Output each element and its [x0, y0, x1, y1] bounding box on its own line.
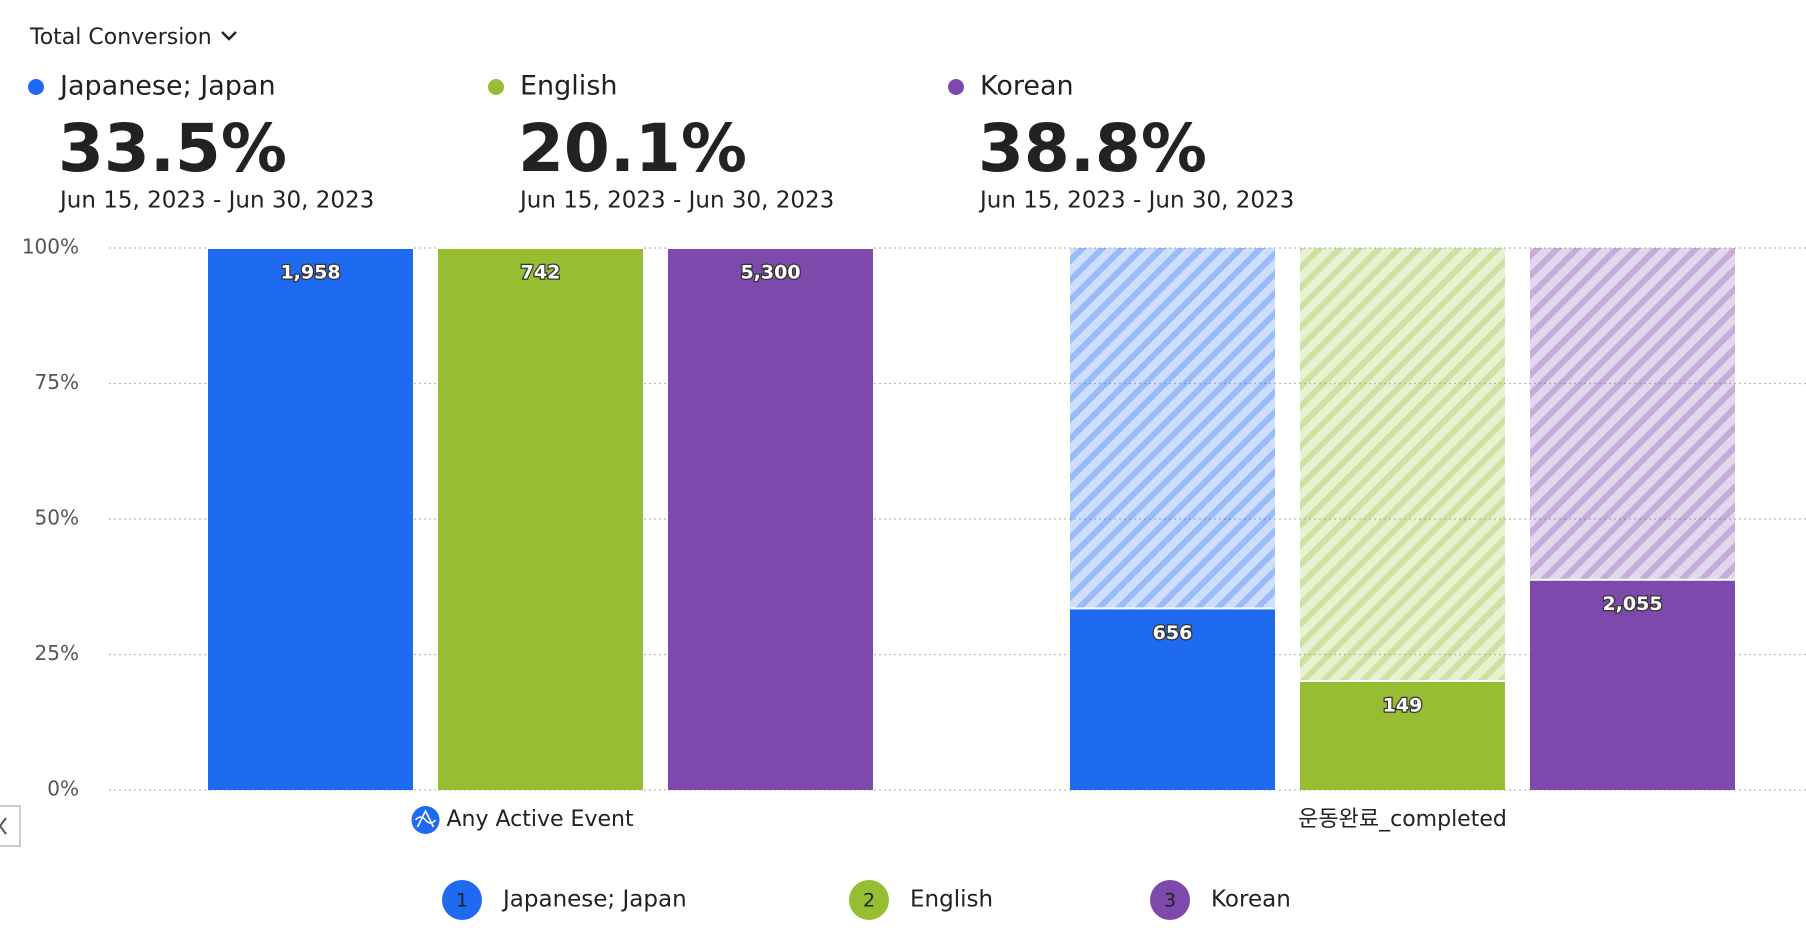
legend-badge: [442, 880, 482, 920]
dropdown-chevron[interactable]: [221, 31, 237, 41]
bar: [668, 248, 873, 790]
dropoff-area: [1300, 248, 1505, 682]
event-icon-glyph: [414, 809, 437, 828]
count-label: 2,055: [1602, 593, 1662, 615]
series-name: English: [520, 71, 618, 102]
conversion-rate: 38.8%: [978, 110, 1207, 187]
conversion-rate: 33.5%: [58, 110, 287, 187]
count-label: 1,958: [280, 262, 340, 284]
bar: [1070, 608, 1275, 790]
legend-number: 3: [1164, 890, 1176, 912]
dropdown-title[interactable]: Total Conversion: [29, 25, 212, 50]
collapse-icon: [0, 817, 7, 835]
legend-label: Korean: [1211, 887, 1291, 913]
count-label: 656: [1153, 622, 1193, 644]
legend-dot: [488, 79, 504, 95]
conversion-rate: 20.1%: [518, 110, 747, 187]
legend-badge: [849, 880, 889, 920]
bar: [208, 248, 413, 790]
count-label: 5,300: [740, 262, 800, 284]
legend-label: Japanese; Japan: [501, 887, 687, 913]
date-range: Jun 15, 2023 - Jun 30, 2023: [518, 188, 834, 214]
y-tick-label: 0%: [47, 777, 79, 801]
y-tick-label: 75%: [35, 370, 79, 394]
collapse-button[interactable]: [0, 805, 21, 847]
x-tick-label: Any Active Event: [447, 807, 634, 832]
legend-badge: [1150, 880, 1190, 920]
dropoff-area: [1070, 248, 1275, 609]
bar: [1300, 681, 1505, 790]
y-tick-label: 50%: [35, 506, 79, 530]
date-range: Jun 15, 2023 - Jun 30, 2023: [58, 188, 374, 214]
count-label: 149: [1383, 695, 1423, 717]
x-tick-label: 운동완료_completed: [1298, 807, 1507, 832]
series-name: Korean: [980, 71, 1074, 102]
y-tick-label: 100%: [22, 235, 79, 259]
y-tick-label: 25%: [35, 641, 79, 665]
legend-number: 1: [456, 890, 468, 912]
series-name: Japanese; Japan: [58, 71, 276, 102]
dropoff-area: [1530, 248, 1735, 580]
bar: [438, 248, 643, 790]
legend-number: 2: [863, 890, 875, 912]
legend-label: English: [910, 887, 993, 913]
legend-dot: [28, 79, 44, 95]
count-label: 742: [521, 262, 561, 284]
date-range: Jun 15, 2023 - Jun 30, 2023: [978, 188, 1294, 214]
bar: [1530, 579, 1735, 790]
legend-dot: [948, 79, 964, 95]
